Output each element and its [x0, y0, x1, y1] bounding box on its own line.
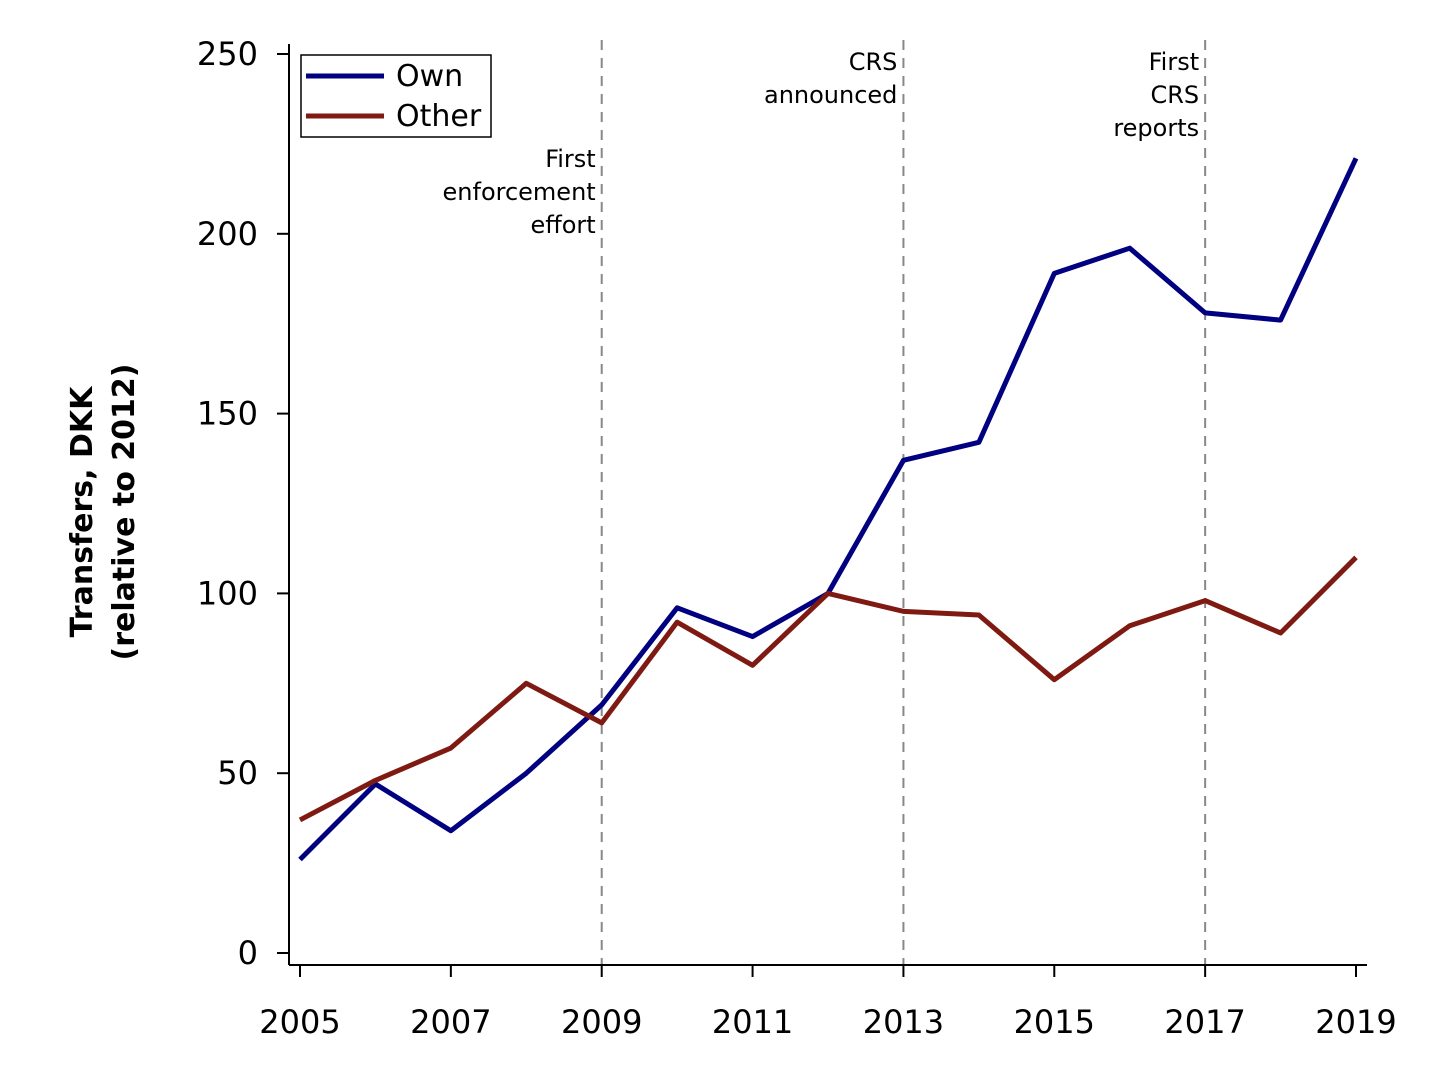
annotation-text: reports — [1113, 114, 1199, 142]
x-tick-label: 2007 — [410, 1003, 491, 1041]
y-tick-label: 200 — [197, 215, 258, 253]
legend-label: Own — [396, 59, 463, 94]
y-tick-label: 100 — [197, 574, 258, 612]
y-axis-label-line: (relative to 2012) — [107, 364, 142, 661]
x-tick-label: 2015 — [1014, 1003, 1095, 1041]
annotation-text: CRS — [849, 48, 898, 76]
axes — [288, 44, 1367, 966]
y-axis-label-line: Transfers, DKK — [65, 385, 100, 637]
annotation-text: effort — [530, 211, 595, 239]
annotation-text: enforcement — [443, 178, 596, 206]
annotation-text: First — [1149, 48, 1200, 76]
series-line-own — [298, 157, 1359, 862]
series-line-other — [298, 555, 1358, 823]
x-tick-label: 2019 — [1315, 1003, 1396, 1041]
y-tick-label: 0 — [238, 934, 258, 972]
series-lines — [298, 157, 1359, 862]
y-tick-label: 150 — [197, 395, 258, 433]
x-axis-ticks: 2005 2007 2009 2011 2013 2015 2017 2019 — [259, 965, 1397, 1041]
legend-box — [300, 54, 492, 138]
annotation-text: CRS — [1150, 81, 1199, 109]
y-tick-label: 250 — [197, 35, 258, 73]
x-tick-label: 2009 — [561, 1003, 642, 1041]
x-tick-label: 2011 — [712, 1003, 793, 1041]
annotation-text: announced — [764, 81, 897, 109]
event-lines — [600, 40, 1207, 965]
annotations: First enforcement effort CRS announced First C… — [443, 48, 1200, 239]
y-axis-label: Transfers, DKK (relative to 2012) — [65, 364, 142, 661]
x-tick-label: 2005 — [259, 1003, 340, 1041]
y-axis-ticks: 0 50 100 150 200 250 — [197, 35, 289, 972]
y-tick-label: 50 — [217, 754, 258, 792]
legend: Own Other — [300, 54, 492, 138]
x-tick-label: 2013 — [863, 1003, 944, 1041]
annotation-text: First — [545, 145, 596, 173]
x-tick-label: 2017 — [1164, 1003, 1245, 1041]
legend-label: Other — [396, 99, 482, 134]
